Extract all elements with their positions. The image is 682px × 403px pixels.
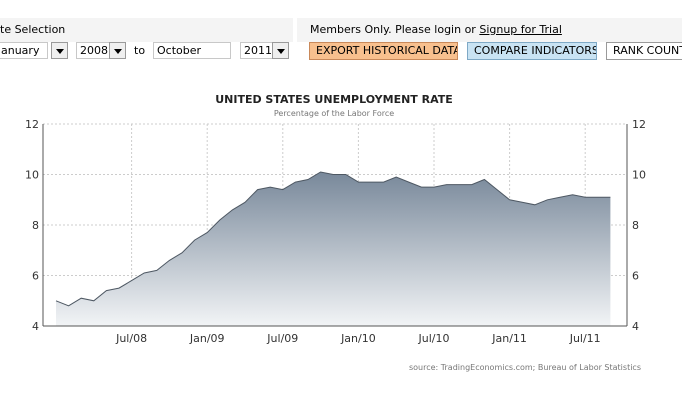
date-selection-label: te Selection: [0, 23, 66, 36]
x-tick-label: Jul/09: [266, 332, 298, 345]
unemployment-line: [55, 171, 611, 307]
to-month-select[interactable]: October: [153, 42, 231, 59]
export-historical-data-button[interactable]: EXPORT HISTORICAL DATA: [309, 42, 458, 60]
x-tick-label: Jul/11: [569, 332, 601, 345]
x-tick-label: Jul/08: [115, 332, 147, 345]
compare-indicators-button[interactable]: COMPARE INDICATORS: [467, 42, 597, 60]
from-year-dropdown-icon[interactable]: [109, 42, 126, 59]
chart-axes: 4 4 6 6 8 8 10 10 12 12 Jul/08 Jan/09 Jul/09 Jan/10 Ju…: [25, 118, 646, 345]
signup-link[interactable]: Signup for Trial: [479, 23, 562, 36]
x-tick-label: Jan/09: [189, 332, 225, 345]
y-tick-label-right: 12: [632, 118, 646, 131]
from-month-dropdown-icon[interactable]: [51, 42, 68, 59]
chart-title: UNITED STATES UNEMPLOYMENT RATE: [215, 93, 453, 106]
members-panel: [297, 18, 682, 42]
date-selection-panel: [0, 18, 293, 42]
y-tick-label-left: 6: [32, 270, 39, 283]
to-year-dropdown-icon[interactable]: [272, 42, 289, 59]
x-tick-label: Jan/10: [340, 332, 376, 345]
to-year-select[interactable]: 2011: [240, 42, 274, 59]
y-tick-label-right: 8: [632, 219, 639, 232]
x-tick-label: Jan/11: [491, 332, 527, 345]
members-text: Members Only. Please login or Signup for…: [310, 23, 562, 36]
unemployment-area: [56, 172, 611, 326]
from-month-select[interactable]: anuary: [0, 42, 48, 59]
x-tick-label: Jul/10: [418, 332, 450, 345]
y-tick-label-left: 12: [25, 118, 39, 131]
y-tick-label-right: 10: [632, 169, 646, 182]
rank-countries-button[interactable]: RANK COUNTRI: [606, 42, 682, 60]
y-tick-label-right: 4: [632, 320, 639, 333]
chart-source: source: TradingEconomics.com; Bureau of …: [409, 363, 641, 372]
chart-subtitle: Percentage of the Labor Force: [274, 109, 394, 118]
y-tick-label-left: 4: [32, 320, 39, 333]
y-tick-label-right: 6: [632, 270, 639, 283]
members-only-text: Members Only. Please login or: [310, 23, 476, 36]
to-label: to: [134, 44, 146, 57]
y-tick-label-left: 10: [25, 169, 39, 182]
y-tick-label-left: 8: [32, 219, 39, 232]
